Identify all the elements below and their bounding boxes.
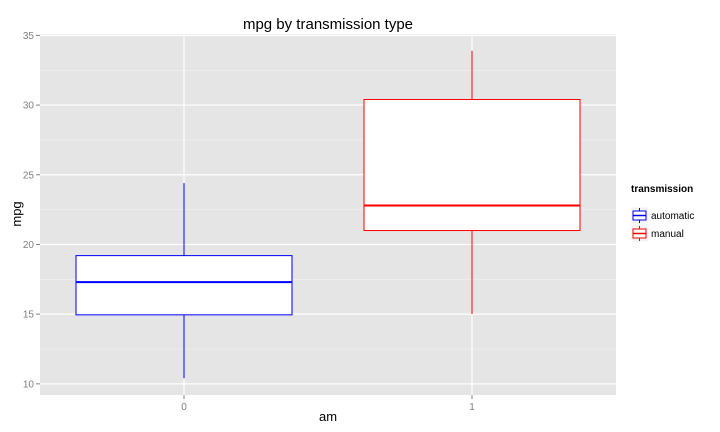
- legend-key-manual: [630, 224, 649, 243]
- legend: transmission automatic manual: [630, 184, 694, 243]
- y-tick-label: 35: [23, 31, 35, 42]
- y-tick-label: 20: [23, 240, 35, 251]
- y-tick-label: 15: [23, 310, 35, 321]
- box: [363, 99, 581, 232]
- boxplots: [75, 50, 581, 379]
- y-tick-label: 10: [23, 379, 35, 390]
- x-tick-label: 0: [181, 402, 187, 413]
- boxplot-automatic: [75, 183, 293, 379]
- x-axis-title: am: [319, 409, 337, 424]
- chart-title: mpg by transmission type: [243, 16, 413, 33]
- legend-key-automatic: [630, 206, 649, 225]
- y-axis-title: mpg: [9, 201, 24, 226]
- legend-label: automatic: [651, 211, 694, 222]
- y-tick-label: 30: [23, 101, 35, 112]
- y-axis: 10 15 20 25 30 35: [23, 31, 40, 390]
- y-tick-label: 25: [23, 170, 35, 181]
- box: [75, 255, 293, 316]
- legend-label: manual: [651, 229, 684, 240]
- boxplot-manual: [363, 50, 581, 315]
- x-tick-label: 1: [469, 402, 475, 413]
- legend-title: transmission: [631, 184, 693, 195]
